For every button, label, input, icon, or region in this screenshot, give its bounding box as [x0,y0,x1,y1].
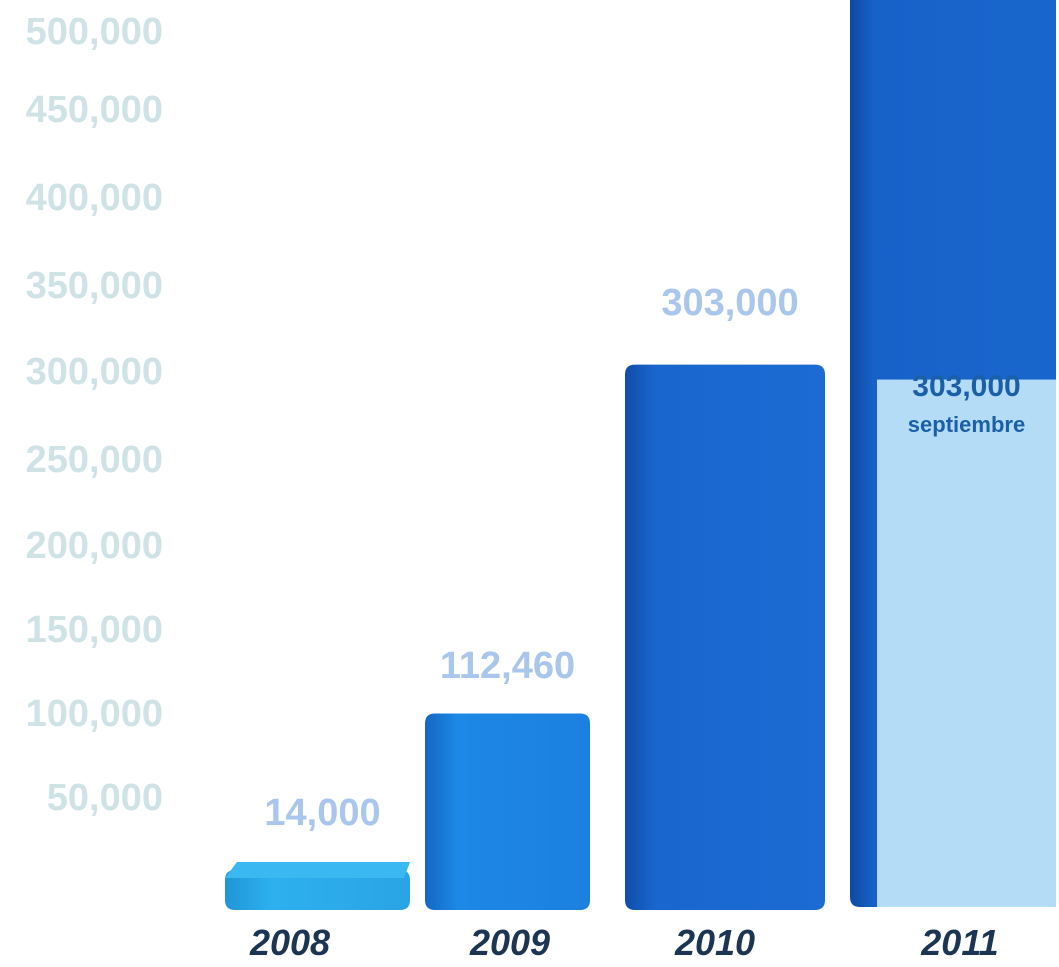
bars-group [225,0,1056,910]
value-label-2009: 112,460 [440,645,575,687]
x-tick-label: 2011 [920,922,998,963]
y-tick-label: 200,000 [26,525,163,567]
value-label-2010: 303,000 [661,282,798,324]
value-label-2008: 14,000 [264,792,380,834]
x-tick-label: 2008 [249,922,330,963]
y-tick-label: 500,000 [26,11,163,53]
y-tick-label: 50,000 [47,777,163,819]
bar-2008-top [225,862,410,878]
x-tick-label: 2010 [674,922,755,963]
bar-2009 [425,713,590,910]
bar-2010 [625,365,825,910]
x-tick-label: 2009 [469,922,550,963]
inner-note-label-2011: septiembre [908,412,1025,437]
y-tick-label: 400,000 [26,177,163,219]
inner-value-label-2011: 303,000 [912,370,1020,403]
x-axis: 2008 2009 2010 2011 [249,922,999,963]
y-tick-label: 300,000 [26,351,163,393]
bar-2011-september-segment [877,380,1056,907]
y-tick-label: 100,000 [26,693,163,735]
y-tick-label: 250,000 [26,439,163,481]
y-axis: 50,000 100,000 150,000 200,000 250,000 3… [26,11,163,819]
y-tick-label: 150,000 [26,609,163,651]
y-tick-label: 450,000 [26,89,163,131]
y-tick-label: 350,000 [26,265,163,307]
